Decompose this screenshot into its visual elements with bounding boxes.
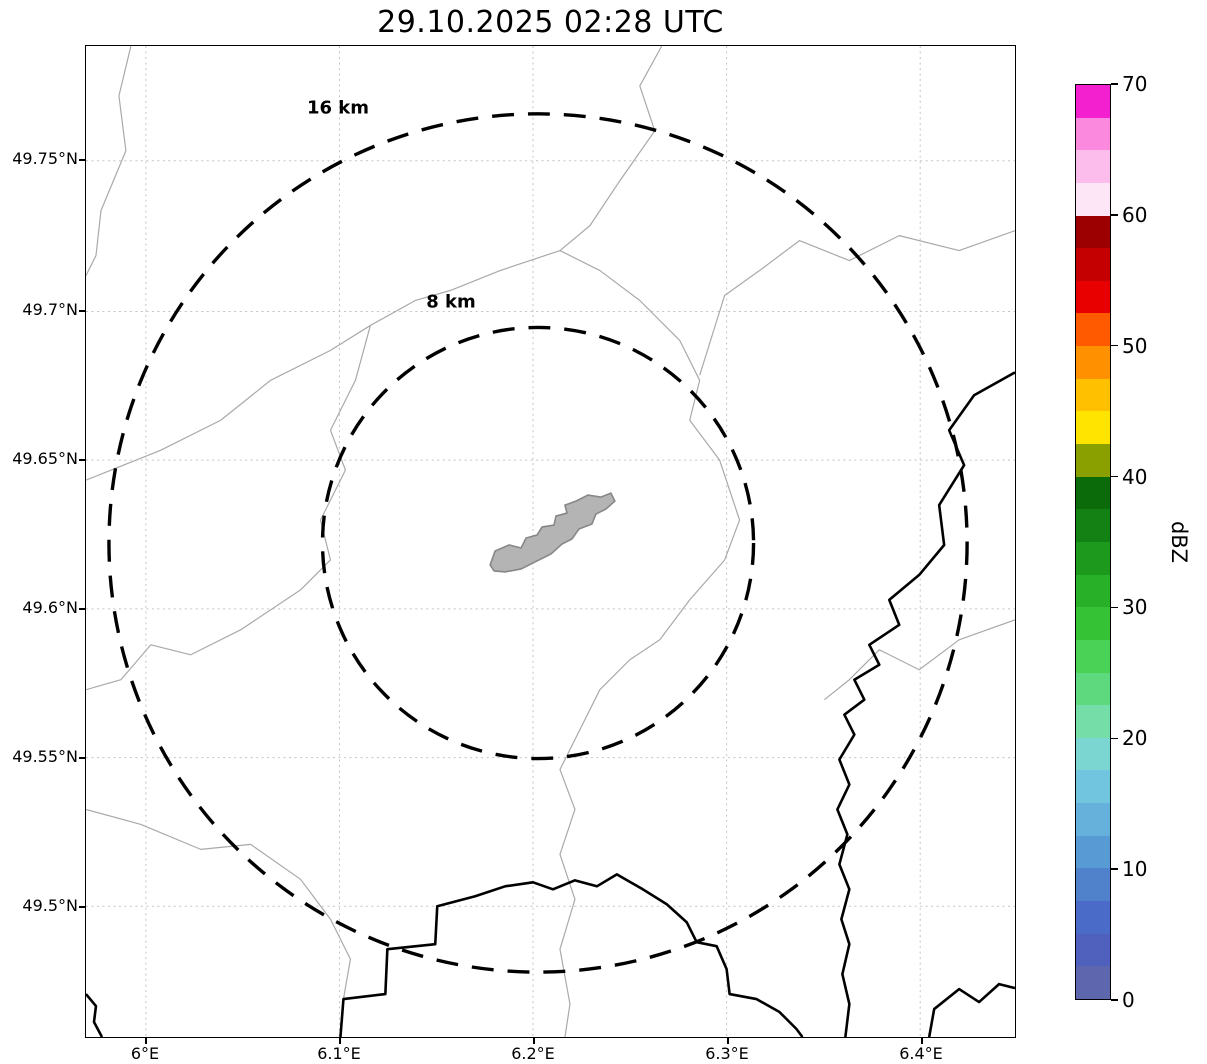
colorbar-segment — [1076, 346, 1110, 379]
x-axis-tick-label: 6.1°E — [317, 1044, 361, 1063]
colorbar-tick-label: 10 — [1122, 857, 1148, 882]
admin-boundary-line — [86, 46, 663, 481]
y-axis-tick-mark — [79, 159, 85, 161]
colorbar-segment — [1076, 150, 1110, 183]
border-southeast — [927, 982, 1015, 1037]
range-ring-label-16km: 16 km — [306, 97, 370, 119]
admin-boundary-line — [559, 250, 741, 1037]
colorbar-tick-label: 30 — [1122, 595, 1148, 620]
colorbar-segment — [1076, 182, 1110, 216]
colorbar-tick-label: 40 — [1122, 464, 1148, 489]
colorbar-tick-label: 20 — [1122, 726, 1148, 751]
colorbar-segment — [1076, 411, 1110, 445]
colorbar: 0 10 20 30 40 50 60 70 dBZ — [1075, 72, 1191, 1012]
colorbar-tick-label: 60 — [1122, 202, 1148, 227]
y-axis-tick-mark — [79, 310, 85, 312]
colorbar-segment — [1076, 933, 1110, 967]
colorbar-tick-label: 50 — [1122, 333, 1148, 358]
colorbar-segment — [1076, 672, 1110, 706]
figure-title: 29.10.2025 02:28 UTC — [377, 5, 724, 40]
colorbar-segment — [1076, 966, 1110, 999]
y-axis-tick-mark — [79, 608, 85, 610]
colorbar-segment — [1076, 117, 1110, 151]
colorbar-segment — [1076, 607, 1110, 640]
x-axis-tick-mark — [921, 1038, 923, 1044]
colorbar-segment — [1076, 248, 1110, 281]
river-east — [836, 371, 1015, 1037]
x-axis-tick-label: 6.2°E — [511, 1044, 555, 1063]
colorbar-tick-mark — [1111, 214, 1118, 216]
x-axis-tick-mark — [145, 1038, 147, 1044]
colorbar-segment — [1076, 770, 1110, 804]
y-axis-tick-label: 49.75°N — [12, 149, 78, 168]
lat-lon-gridlines — [86, 46, 1015, 1037]
x-axis-tick-mark — [727, 1038, 729, 1044]
x-axis-tick-mark — [339, 1038, 341, 1044]
y-axis-tick-label: 49.6°N — [22, 598, 78, 617]
colorbar-segment — [1076, 280, 1110, 314]
border-south — [339, 873, 804, 1037]
colorbar-segment — [1076, 835, 1110, 869]
y-axis-tick-label: 49.7°N — [22, 300, 78, 319]
y-axis-tick-mark — [79, 757, 85, 759]
river-border-lines — [86, 371, 1015, 1037]
admin-boundary-line — [86, 325, 371, 691]
colorbar-tick-mark — [1111, 475, 1118, 478]
colorbar-label: dBZ — [1167, 520, 1191, 564]
colorbar-segment — [1076, 803, 1110, 836]
colorbar-tick-mark — [1111, 868, 1118, 870]
admin-boundary-line — [824, 619, 1015, 701]
colorbar-segment — [1076, 901, 1110, 934]
x-axis-tick-label: 6°E — [130, 1044, 160, 1063]
colorbar-segment — [1076, 705, 1110, 738]
colorbar-segment — [1076, 509, 1110, 542]
admin-boundary-line — [86, 808, 352, 1000]
map-canvas — [86, 46, 1015, 1037]
range-ring-16km — [107, 112, 969, 974]
colorbar-tick-mark — [1111, 83, 1118, 85]
colorbar-segment — [1076, 378, 1110, 412]
colorbar-tick-mark — [1111, 606, 1118, 609]
colorbar-tick-mark — [1111, 737, 1118, 740]
airport-area-outline — [489, 492, 616, 573]
x-axis-tick-mark — [533, 1038, 535, 1044]
colorbar-segment — [1076, 574, 1110, 608]
colorbar-segment — [1076, 476, 1110, 510]
colorbar-tick-label: 70 — [1122, 72, 1148, 96]
colorbar-tick-label: 0 — [1122, 988, 1135, 1012]
colorbar-segment — [1076, 639, 1110, 673]
y-axis-tick-mark — [79, 906, 85, 908]
colorbar-segment — [1076, 85, 1110, 118]
colorbar-tick-mark — [1111, 999, 1118, 1001]
colorbar-bar — [1075, 84, 1111, 1000]
y-axis-tick-label: 49.55°N — [12, 747, 78, 766]
colorbar-segment — [1076, 215, 1110, 249]
map-plot: 16 km 8 km — [85, 45, 1016, 1038]
colorbar-tick-mark — [1111, 344, 1118, 347]
y-axis-tick-mark — [79, 459, 85, 461]
y-axis-tick-label: 49.5°N — [22, 896, 78, 915]
x-axis-tick-label: 6.3°E — [705, 1044, 749, 1063]
x-axis-tick-label: 6.4°E — [899, 1044, 943, 1063]
colorbar-segment — [1076, 541, 1110, 575]
admin-boundary-line — [86, 46, 132, 276]
colorbar-segment — [1076, 313, 1110, 347]
border-southwest-corner — [86, 993, 104, 1037]
range-ring-8km — [320, 325, 756, 761]
colorbar-segment — [1076, 737, 1110, 771]
admin-boundary-line — [699, 230, 1015, 376]
admin-boundary-lines — [86, 46, 1015, 1037]
colorbar-segment — [1076, 868, 1110, 902]
y-axis-tick-label: 49.65°N — [12, 449, 78, 468]
colorbar-segment — [1076, 444, 1110, 477]
range-ring-label-8km: 8 km — [426, 291, 476, 313]
